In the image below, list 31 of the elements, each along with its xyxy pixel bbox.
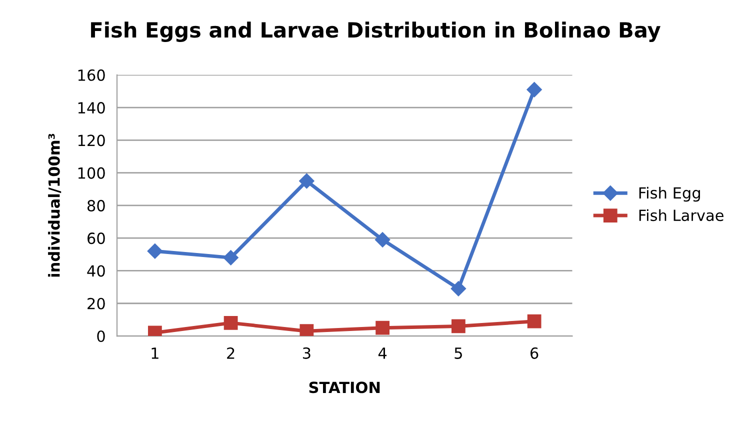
- x-tick-label: 4: [378, 348, 387, 359]
- x-tick-label: 6: [530, 347, 538, 359]
- point: [224, 316, 238, 330]
- y-tick-label: 60: [88, 232, 105, 244]
- point: [223, 250, 238, 266]
- point: [300, 324, 314, 336]
- point: [376, 320, 390, 335]
- x-tick-label: 1: [152, 348, 158, 359]
- point: [527, 314, 542, 328]
- y-tick-label: 20: [88, 298, 105, 310]
- point: [299, 173, 314, 189]
- y-tick-label: 120: [78, 134, 105, 146]
- legend-label: Fish Egg: [639, 186, 700, 202]
- point: [526, 82, 542, 98]
- chart-title: Fish Eggs and Larvae Distribution in Bolinao Bay: [91, 22, 660, 42]
- point: [450, 281, 466, 296]
- y-tick-label: 0: [97, 330, 105, 342]
- legend-label: Fish Larvae: [639, 209, 724, 222]
- x-tick-label: 3: [302, 347, 310, 359]
- point: [451, 319, 466, 334]
- x-tick-label: 2: [227, 347, 234, 359]
- point: [374, 232, 390, 248]
- y-tick-label: 40: [87, 265, 105, 277]
- point: [147, 244, 163, 259]
- x-tick-label: 5: [454, 348, 462, 359]
- y-tick-label: 160: [78, 69, 105, 81]
- y-tick-label: 80: [87, 200, 105, 212]
- x-axis-title: STATION: [309, 382, 380, 394]
- y-tick-label: 140: [78, 102, 105, 114]
- y-tick-label: 100: [78, 167, 105, 179]
- y-axis-title: individual/100m³: [48, 134, 62, 277]
